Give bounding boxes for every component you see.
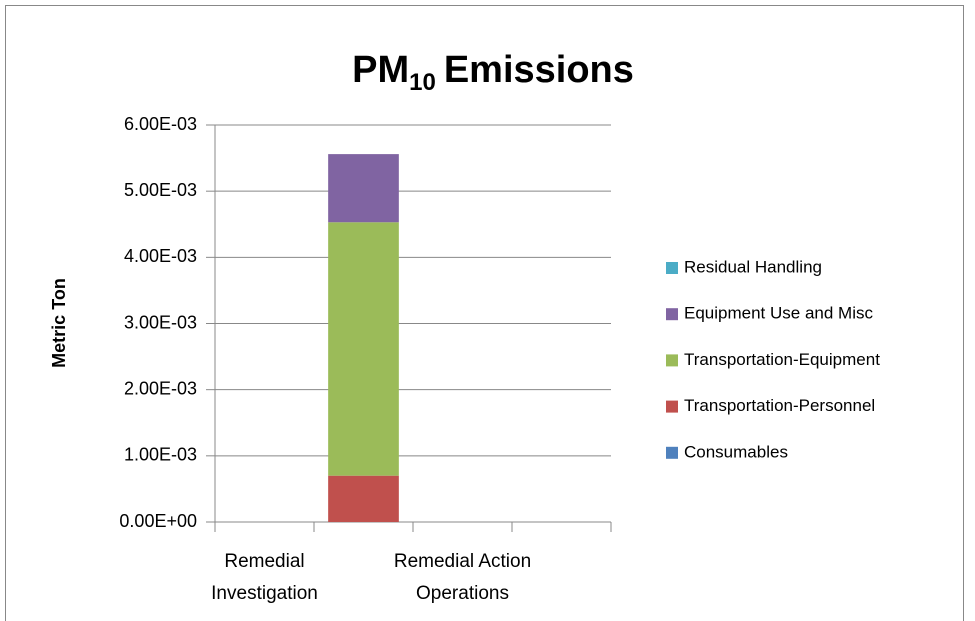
y-axis-label: Metric Ton bbox=[49, 278, 69, 368]
y-tick-label: 5.00E-03 bbox=[124, 180, 197, 200]
y-tick-label: 3.00E-03 bbox=[124, 312, 197, 332]
title-rest: Emissions bbox=[444, 49, 634, 91]
y-tick-label: 4.00E-03 bbox=[124, 246, 197, 266]
legend-label: Residual Handling bbox=[684, 257, 822, 276]
bar-segment bbox=[328, 475, 399, 522]
legend-swatch bbox=[666, 354, 678, 367]
chart-title: PM10 Emissions bbox=[352, 49, 634, 96]
x-tick-label: Remedial Investigation bbox=[211, 551, 318, 604]
legend-swatch bbox=[666, 446, 678, 459]
title-sub: 10 bbox=[409, 69, 436, 96]
legend-swatch bbox=[666, 262, 678, 274]
title-main: PM bbox=[352, 49, 409, 91]
y-tick-label: 1.00E-03 bbox=[124, 445, 197, 465]
legend-label: Transportation-Equipment bbox=[684, 350, 880, 369]
x-tick-label: Remedial Action Operations bbox=[393, 551, 532, 604]
y-tick-label: 0.00E+00 bbox=[119, 511, 197, 531]
legend-label: Consumables bbox=[684, 442, 788, 461]
legend-swatch bbox=[666, 308, 678, 321]
y-tick-label: 6.00E-03 bbox=[124, 114, 197, 134]
legend-label: Transportation-Personnel bbox=[684, 396, 875, 415]
bar-segment bbox=[328, 222, 399, 476]
legend-swatch bbox=[666, 400, 678, 413]
chart-frame bbox=[5, 5, 964, 621]
bar-segment bbox=[328, 154, 399, 223]
y-tick-label: 2.00E-03 bbox=[124, 378, 197, 398]
legend-label: Equipment Use and Misc bbox=[684, 304, 873, 323]
